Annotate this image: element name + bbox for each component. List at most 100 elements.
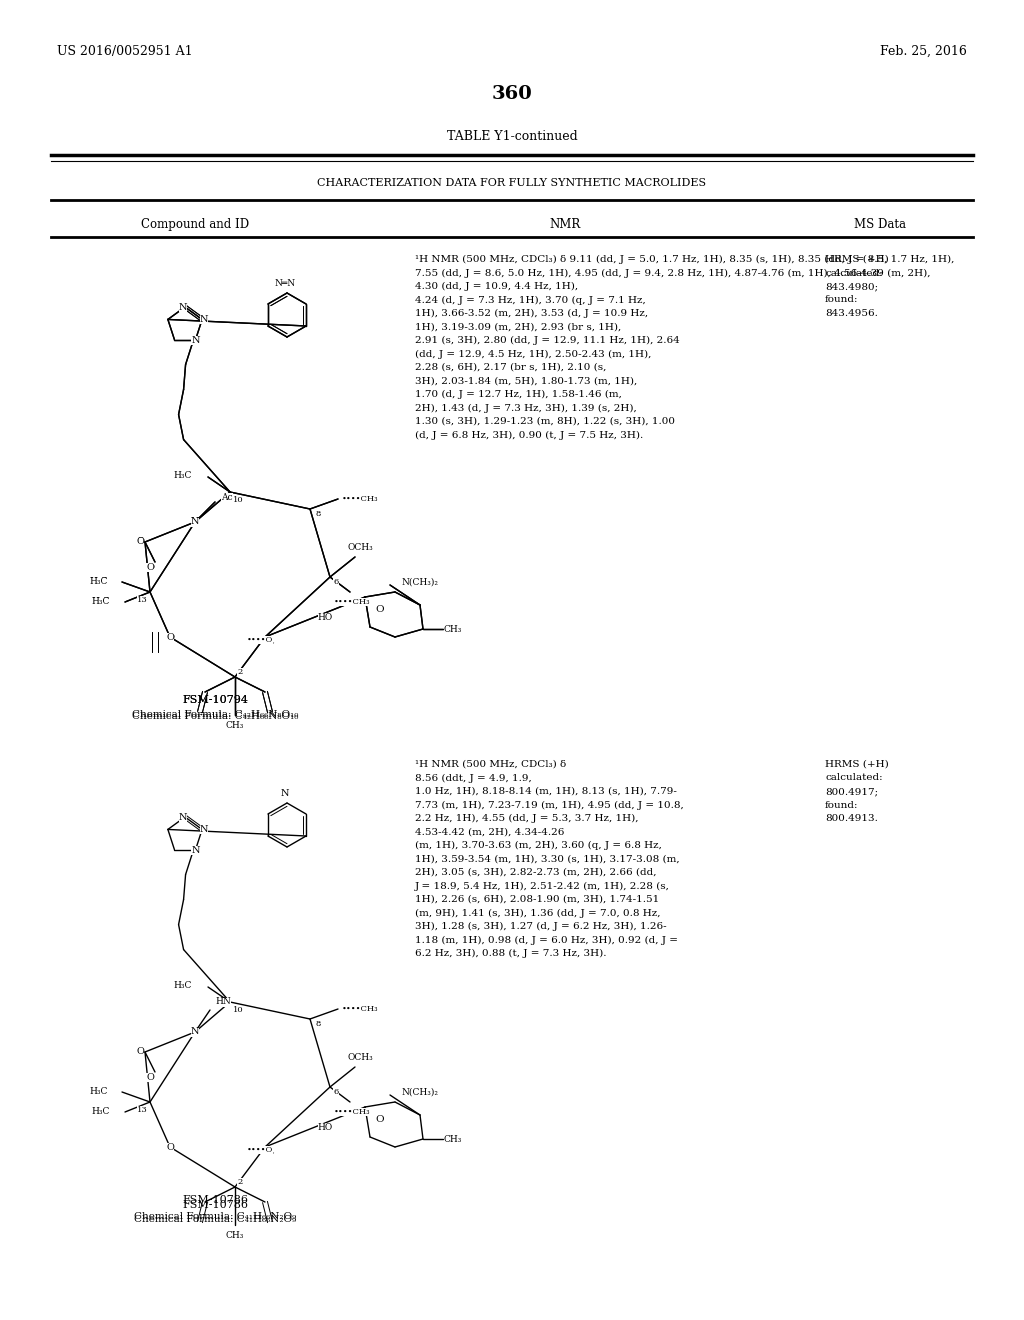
- Text: ••••CH₃: ••••CH₃: [342, 1005, 378, 1012]
- Text: TABLE Y1-continued: TABLE Y1-continued: [446, 129, 578, 143]
- Text: found:: found:: [825, 800, 858, 809]
- Text: O: O: [166, 1143, 174, 1151]
- Text: 2H), 1.43 (d, J = 7.3 Hz, 3H), 1.39 (s, 2H),: 2H), 1.43 (d, J = 7.3 Hz, 3H), 1.39 (s, …: [415, 404, 637, 413]
- Text: H₃C: H₃C: [174, 470, 193, 479]
- Text: 6: 6: [334, 1088, 339, 1096]
- Text: 800.4913.: 800.4913.: [825, 814, 878, 822]
- Text: 6: 6: [334, 578, 339, 586]
- Text: 13: 13: [136, 597, 147, 605]
- Text: 4: 4: [268, 638, 273, 645]
- Text: O: O: [136, 537, 144, 546]
- Text: ••••CH₃: ••••CH₃: [342, 495, 378, 503]
- Text: 8.56 (ddt, J = 4.9, 1.9,: 8.56 (ddt, J = 4.9, 1.9,: [415, 774, 531, 783]
- Text: HO: HO: [317, 612, 333, 622]
- Text: FSM-10794: FSM-10794: [182, 696, 248, 705]
- Text: O: O: [376, 605, 384, 614]
- Text: 10: 10: [232, 496, 244, 504]
- Text: N: N: [191, 337, 200, 345]
- Text: calculated:: calculated:: [825, 774, 883, 783]
- Text: 2.28 (s, 6H), 2.17 (br s, 1H), 2.10 (s,: 2.28 (s, 6H), 2.17 (br s, 1H), 2.10 (s,: [415, 363, 606, 372]
- Text: HO: HO: [317, 1122, 333, 1131]
- Text: (dd, J = 12.9, 4.5 Hz, 1H), 2.50-2.43 (m, 1H),: (dd, J = 12.9, 4.5 Hz, 1H), 2.50-2.43 (m…: [415, 350, 651, 359]
- Text: N: N: [190, 1027, 200, 1036]
- Text: 10: 10: [232, 1006, 244, 1014]
- Text: 1H), 2.26 (s, 6H), 2.08-1.90 (m, 3H), 1.74-1.51: 1H), 2.26 (s, 6H), 2.08-1.90 (m, 3H), 1.…: [415, 895, 659, 904]
- Text: ••••CH₃: ••••CH₃: [334, 1107, 371, 1115]
- Text: ••••O: ••••O: [247, 636, 273, 644]
- Text: N: N: [179, 302, 187, 312]
- Text: H₃C: H₃C: [90, 1088, 108, 1097]
- Text: CH₃: CH₃: [443, 1134, 462, 1143]
- Text: Ac: Ac: [221, 492, 232, 502]
- Text: (m, 1H), 3.70-3.63 (m, 2H), 3.60 (q, J = 6.8 Hz,: (m, 1H), 3.70-3.63 (m, 2H), 3.60 (q, J =…: [415, 841, 662, 850]
- Text: N: N: [190, 517, 200, 527]
- Text: MS Data: MS Data: [854, 218, 906, 231]
- Text: O: O: [136, 537, 144, 546]
- Text: FSM-10786: FSM-10786: [182, 1195, 248, 1205]
- Text: H₃C: H₃C: [91, 1107, 110, 1117]
- Text: HN: HN: [215, 998, 230, 1006]
- Text: H₃C: H₃C: [174, 981, 193, 990]
- Text: 2H), 3.05 (s, 3H), 2.82-2.73 (m, 2H), 2.66 (dd,: 2H), 3.05 (s, 3H), 2.82-2.73 (m, 2H), 2.…: [415, 869, 656, 876]
- Text: 3H), 2.03-1.84 (m, 5H), 1.80-1.73 (m, 1H),: 3H), 2.03-1.84 (m, 5H), 1.80-1.73 (m, 1H…: [415, 376, 637, 385]
- Text: 13: 13: [136, 597, 147, 605]
- Text: 1.0 Hz, 1H), 8.18-8.14 (m, 1H), 8.13 (s, 1H), 7.79-: 1.0 Hz, 1H), 8.18-8.14 (m, 1H), 8.13 (s,…: [415, 787, 677, 796]
- Text: O: O: [146, 1072, 154, 1081]
- Text: ••••CH₃: ••••CH₃: [342, 495, 378, 503]
- Text: O: O: [166, 632, 174, 642]
- Text: ¹H NMR (500 MHz, CDCl₃) δ: ¹H NMR (500 MHz, CDCl₃) δ: [415, 760, 566, 770]
- Text: 6.2 Hz, 3H), 0.88 (t, J = 7.3 Hz, 3H).: 6.2 Hz, 3H), 0.88 (t, J = 7.3 Hz, 3H).: [415, 949, 606, 958]
- Text: H₃C: H₃C: [91, 598, 110, 606]
- Text: 4.24 (d, J = 7.3 Hz, 1H), 3.70 (q, J = 7.1 Hz,: 4.24 (d, J = 7.3 Hz, 1H), 3.70 (q, J = 7…: [415, 296, 646, 305]
- Text: US 2016/0052951 A1: US 2016/0052951 A1: [57, 45, 193, 58]
- Text: OCH₃: OCH₃: [347, 1052, 373, 1061]
- Text: OCH₃: OCH₃: [347, 543, 373, 552]
- Text: O: O: [136, 1048, 144, 1056]
- Text: OCH₃: OCH₃: [347, 543, 373, 552]
- Text: N: N: [179, 813, 187, 821]
- Text: CH₃: CH₃: [226, 1230, 244, 1239]
- Text: N: N: [200, 825, 208, 834]
- Text: CH₃: CH₃: [226, 721, 244, 730]
- Text: O: O: [166, 632, 174, 642]
- Text: 4: 4: [268, 638, 273, 645]
- Text: ¹H NMR (500 MHz, CDCl₃) δ 9.11 (dd, J = 5.0, 1.7 Hz, 1H), 8.35 (s, 1H), 8.35 (dd: ¹H NMR (500 MHz, CDCl₃) δ 9.11 (dd, J = …: [415, 255, 954, 264]
- Text: 360: 360: [492, 84, 532, 103]
- Text: HRMS (+H): HRMS (+H): [825, 760, 889, 770]
- Text: H₃C: H₃C: [91, 598, 110, 606]
- Text: 1.70 (d, J = 12.7 Hz, 1H), 1.58-1.46 (m,: 1.70 (d, J = 12.7 Hz, 1H), 1.58-1.46 (m,: [415, 389, 622, 399]
- Text: calculated:: calculated:: [825, 268, 883, 277]
- Text: 2: 2: [238, 668, 243, 676]
- Text: N(CH₃)₂: N(CH₃)₂: [401, 578, 438, 586]
- Text: N(CH₃)₂: N(CH₃)₂: [401, 1088, 438, 1097]
- Text: Ac: Ac: [221, 492, 232, 502]
- Text: FSM-10794: FSM-10794: [182, 696, 248, 705]
- Text: N: N: [281, 788, 289, 797]
- Text: N: N: [191, 337, 200, 345]
- Text: CH₃: CH₃: [226, 721, 244, 730]
- Text: O: O: [376, 605, 384, 614]
- Text: 2: 2: [238, 1177, 243, 1185]
- Text: Chemical Formula: C₄₁H₆₆N₂O₉: Chemical Formula: C₄₁H₆₆N₂O₉: [134, 1212, 296, 1221]
- Text: N: N: [200, 315, 208, 323]
- Text: 8: 8: [315, 510, 321, 517]
- Text: HRMS (+H): HRMS (+H): [825, 255, 889, 264]
- Text: ••••CH₃: ••••CH₃: [334, 598, 371, 606]
- Text: 1.30 (s, 3H), 1.29-1.23 (m, 8H), 1.22 (s, 3H), 1.00: 1.30 (s, 3H), 1.29-1.23 (m, 8H), 1.22 (s…: [415, 417, 675, 426]
- Text: N: N: [190, 517, 200, 527]
- Text: 843.4980;: 843.4980;: [825, 282, 879, 290]
- Text: 4.53-4.42 (m, 2H), 4.34-4.26: 4.53-4.42 (m, 2H), 4.34-4.26: [415, 828, 564, 837]
- Text: Chemical Formula: C₄₁H₆₆N₂O₉: Chemical Formula: C₄₁H₆₆N₂O₉: [134, 1214, 296, 1224]
- Text: N: N: [179, 302, 187, 312]
- Text: J = 18.9, 5.4 Hz, 1H), 2.51-2.42 (m, 1H), 2.28 (s,: J = 18.9, 5.4 Hz, 1H), 2.51-2.42 (m, 1H)…: [415, 882, 670, 891]
- Text: ••••O: ••••O: [247, 1146, 273, 1154]
- Text: 7.73 (m, 1H), 7.23-7.19 (m, 1H), 4.95 (dd, J = 10.8,: 7.73 (m, 1H), 7.23-7.19 (m, 1H), 4.95 (d…: [415, 800, 684, 809]
- Text: 800.4917;: 800.4917;: [825, 787, 879, 796]
- Text: N═N: N═N: [274, 279, 296, 288]
- Text: 13: 13: [136, 1106, 147, 1114]
- Text: HO: HO: [317, 612, 333, 622]
- Text: found:: found:: [825, 296, 858, 305]
- Text: O: O: [146, 562, 154, 572]
- Text: CH₃: CH₃: [443, 624, 462, 634]
- Text: (d, J = 6.8 Hz, 3H), 0.90 (t, J = 7.5 Hz, 3H).: (d, J = 6.8 Hz, 3H), 0.90 (t, J = 7.5 Hz…: [415, 430, 643, 440]
